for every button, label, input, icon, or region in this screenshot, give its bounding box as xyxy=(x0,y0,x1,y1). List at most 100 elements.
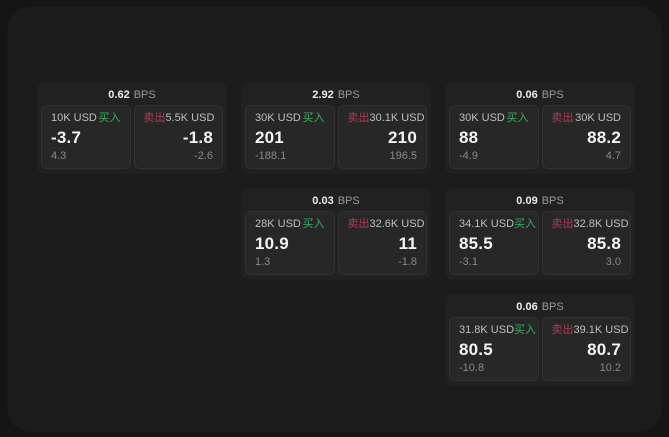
buy-side-label: 买入 xyxy=(98,112,121,124)
sell-amount: 30.1K USD xyxy=(369,112,425,124)
sell-tile-header: 卖出 5.5K USD xyxy=(143,112,215,125)
buy-price: 80.5 xyxy=(459,340,493,359)
sell-delta: 3.0 xyxy=(605,256,621,268)
sell-price: 80.7 xyxy=(587,340,621,359)
buy-side-label: 买入 xyxy=(506,112,529,124)
quote-subcards: 28K USD 买入 10.9 1.3 卖出 32.6K USD 11 -1.8 xyxy=(245,211,427,275)
sell-amount: 39.1K USD xyxy=(573,324,629,336)
sell-amount: 32.8K USD xyxy=(573,218,629,230)
buy-amount: 10K USD xyxy=(51,112,97,124)
sell-tile[interactable]: 卖出 5.5K USD -1.8 -2.6 xyxy=(133,105,223,169)
sell-price: 210 xyxy=(388,128,417,147)
sell-delta: -1.8 xyxy=(398,256,417,268)
buy-tile[interactable]: 30K USD 买入 201 -188.1 xyxy=(245,105,335,169)
bps-header: 0.06 BPS xyxy=(449,298,631,317)
quote-card: 0.06 BPS 30K USD 买入 88 -4.9 卖出 30K USD 8… xyxy=(445,82,635,174)
sell-price: 88.2 xyxy=(587,128,621,147)
quote-subcards: 31.8K USD 买入 80.5 -10.8 卖出 39.1K USD 80.… xyxy=(449,317,631,381)
quote-card: 0.62 BPS 10K USD 买入 -3.7 4.3 卖出 5.5K USD… xyxy=(37,82,227,174)
sell-side-label: 卖出 xyxy=(347,112,370,124)
bps-unit-label: BPS xyxy=(133,89,156,101)
sell-amount: 5.5K USD xyxy=(165,112,215,124)
bps-value: 0.06 xyxy=(516,89,538,101)
quote-card: 2.92 BPS 30K USD 买入 201 -188.1 卖出 30.1K … xyxy=(241,82,431,174)
buy-amount: 30K USD xyxy=(459,112,505,124)
sell-side-label: 卖出 xyxy=(347,218,370,230)
sell-price: 85.8 xyxy=(587,234,621,253)
sell-tile-header: 卖出 39.1K USD xyxy=(552,324,629,337)
buy-tile-header: 30K USD 买入 xyxy=(255,112,325,125)
sell-side-label: 卖出 xyxy=(551,218,574,230)
sell-delta: 10.2 xyxy=(599,362,621,374)
buy-side-label: 买入 xyxy=(514,324,537,336)
buy-tile[interactable]: 10K USD 买入 -3.7 4.3 xyxy=(41,105,131,169)
bps-header: 0.06 BPS xyxy=(449,86,631,105)
bps-unit-label: BPS xyxy=(541,89,564,101)
buy-price: 88 xyxy=(459,128,479,147)
buy-tile-header: 34.1K USD 买入 xyxy=(459,218,536,231)
sell-delta: -2.6 xyxy=(194,150,213,162)
quote-subcards: 34.1K USD 买入 85.5 -3.1 卖出 32.8K USD 85.8… xyxy=(449,211,631,275)
bps-unit-label: BPS xyxy=(541,301,564,313)
buy-tile[interactable]: 28K USD 买入 10.9 1.3 xyxy=(245,211,335,275)
bps-header: 0.03 BPS xyxy=(245,192,427,211)
bps-header: 2.92 BPS xyxy=(245,86,427,105)
quote-card: 0.09 BPS 34.1K USD 买入 85.5 -3.1 卖出 32.8K… xyxy=(445,188,635,280)
buy-delta: -3.1 xyxy=(459,256,478,268)
buy-amount: 34.1K USD xyxy=(459,218,515,230)
sell-side-label: 卖出 xyxy=(551,112,574,124)
buy-amount: 31.8K USD xyxy=(459,324,515,336)
sell-tile[interactable]: 卖出 30K USD 88.2 4.7 xyxy=(541,105,631,169)
buy-tile[interactable]: 30K USD 买入 88 -4.9 xyxy=(449,105,539,169)
bps-value: 0.06 xyxy=(516,301,538,313)
buy-tile-header: 31.8K USD 买入 xyxy=(459,324,536,337)
sell-tile[interactable]: 卖出 30.1K USD 210 196.5 xyxy=(337,105,427,169)
bps-unit-label: BPS xyxy=(541,195,564,207)
buy-delta: 4.3 xyxy=(51,150,67,162)
buy-price: -3.7 xyxy=(51,128,82,147)
sell-tile-header: 卖出 32.8K USD xyxy=(551,218,629,231)
bps-header: 0.62 BPS xyxy=(41,86,223,105)
quote-card: 0.03 BPS 28K USD 买入 10.9 1.3 卖出 32.6K US… xyxy=(241,188,431,280)
bps-value: 2.92 xyxy=(312,89,334,101)
bps-header: 0.09 BPS xyxy=(449,192,631,211)
sell-price: 11 xyxy=(398,234,417,253)
quote-subcards: 10K USD 买入 -3.7 4.3 卖出 5.5K USD -1.8 -2.… xyxy=(41,105,223,169)
app-panel: 0.62 BPS 10K USD 买入 -3.7 4.3 卖出 5.5K USD… xyxy=(8,7,661,431)
buy-delta: -4.9 xyxy=(459,150,478,162)
sell-tile-header: 卖出 30.1K USD xyxy=(347,112,425,125)
sell-delta: 4.7 xyxy=(605,150,621,162)
buy-tile-header: 28K USD 买入 xyxy=(255,218,325,231)
buy-price: 85.5 xyxy=(459,234,493,253)
sell-delta: 196.5 xyxy=(389,150,417,162)
buy-delta: 1.3 xyxy=(255,256,271,268)
buy-side-label: 买入 xyxy=(514,218,537,230)
buy-price: 201 xyxy=(255,128,284,147)
bps-value: 0.03 xyxy=(312,195,334,207)
sell-tile-header: 卖出 30K USD xyxy=(552,112,622,125)
sell-tile-header: 卖出 32.6K USD xyxy=(347,218,425,231)
sell-side-label: 卖出 xyxy=(143,112,166,124)
buy-tile-header: 30K USD 买入 xyxy=(459,112,529,125)
buy-side-label: 买入 xyxy=(302,112,325,124)
buy-amount: 28K USD xyxy=(255,218,301,230)
quote-cards-grid: 0.62 BPS 10K USD 买入 -3.7 4.3 卖出 5.5K USD… xyxy=(37,82,635,386)
sell-tile[interactable]: 卖出 32.6K USD 11 -1.8 xyxy=(337,211,427,275)
quote-subcards: 30K USD 买入 201 -188.1 卖出 30.1K USD 210 1… xyxy=(245,105,427,169)
bps-unit-label: BPS xyxy=(337,89,360,101)
sell-amount: 32.6K USD xyxy=(369,218,425,230)
sell-tile[interactable]: 卖出 39.1K USD 80.7 10.2 xyxy=(541,317,631,381)
buy-price: 10.9 xyxy=(255,234,289,253)
buy-delta: -188.1 xyxy=(255,150,287,162)
bps-value: 0.09 xyxy=(516,195,538,207)
sell-tile[interactable]: 卖出 32.8K USD 85.8 3.0 xyxy=(541,211,631,275)
bps-value: 0.62 xyxy=(108,89,130,101)
buy-side-label: 买入 xyxy=(302,218,325,230)
bps-unit-label: BPS xyxy=(337,195,360,207)
buy-tile-header: 10K USD 买入 xyxy=(51,112,121,125)
buy-tile[interactable]: 31.8K USD 买入 80.5 -10.8 xyxy=(449,317,539,381)
sell-price: -1.8 xyxy=(182,128,213,147)
buy-tile[interactable]: 34.1K USD 买入 85.5 -3.1 xyxy=(449,211,539,275)
quote-card: 0.06 BPS 31.8K USD 买入 80.5 -10.8 卖出 39.1… xyxy=(445,294,635,386)
sell-amount: 30K USD xyxy=(575,112,621,124)
